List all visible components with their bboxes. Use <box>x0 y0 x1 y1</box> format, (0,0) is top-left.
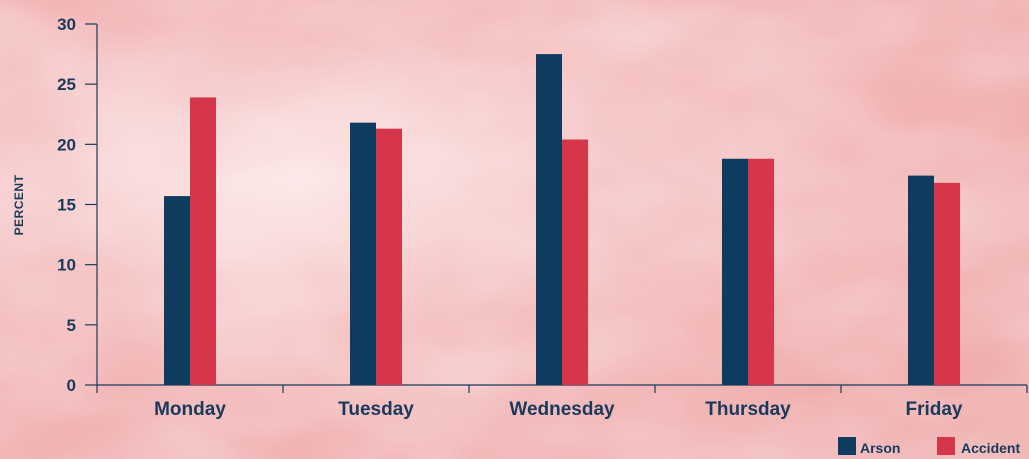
bar-arson-friday <box>908 175 934 385</box>
x-category-label: Tuesday <box>338 399 414 420</box>
y-axis-title: PERCENT <box>12 174 26 235</box>
bar-arson-monday <box>164 196 190 385</box>
bar-arson-thursday <box>722 158 748 385</box>
bar-accident-thursday <box>748 158 774 385</box>
legend-swatch-accident <box>937 437 955 455</box>
y-axis: 0 5 10 15 20 25 30 <box>57 15 98 395</box>
y-tick-label: 0 <box>67 376 76 395</box>
y-tick-label: 10 <box>57 256 76 275</box>
legend-label-arson: Arson <box>860 440 900 456</box>
bar-accident-tuesday <box>376 128 402 385</box>
legend: Arson Accident <box>838 437 1020 456</box>
legend-label-accident: Accident <box>961 440 1020 456</box>
bar-accident-wednesday <box>562 139 588 385</box>
y-tick-label: 20 <box>57 135 76 154</box>
y-tick-label: 30 <box>57 15 76 34</box>
bar-accident-friday <box>934 182 960 385</box>
bars <box>164 54 960 386</box>
x-category-label: Thursday <box>705 399 791 420</box>
bar-arson-wednesday <box>536 54 562 385</box>
x-category-label: Friday <box>905 399 962 420</box>
x-category-label: Monday <box>154 399 226 420</box>
y-tick-label: 25 <box>57 75 76 94</box>
legend-swatch-arson <box>838 437 856 455</box>
x-category-label: Wednesday <box>509 399 615 420</box>
y-tick-label: 15 <box>57 196 76 215</box>
bar-accident-monday <box>190 97 216 386</box>
y-tick-label: 5 <box>67 316 76 335</box>
bar-arson-tuesday <box>350 122 376 385</box>
